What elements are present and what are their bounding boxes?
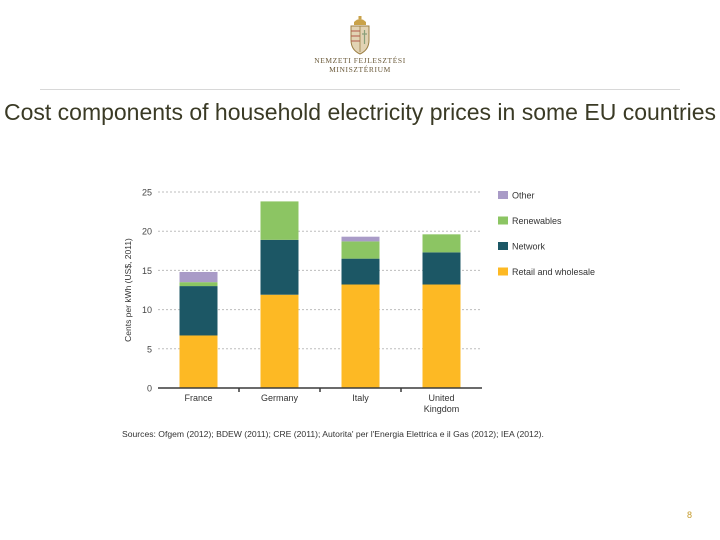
y-tick-label: 10 xyxy=(142,305,152,315)
y-tick-label: 15 xyxy=(142,266,152,276)
bar-retail xyxy=(422,284,461,388)
bar-other xyxy=(341,236,380,242)
page-number: 8 xyxy=(686,510,692,520)
legend-label-renewables: Renewables xyxy=(512,216,562,226)
y-axis-title: Cents per kWh (US$, 2011) xyxy=(123,238,133,342)
legend-swatch-network xyxy=(498,242,508,250)
legend-label-network: Network xyxy=(512,242,546,252)
legend-swatch-retail xyxy=(498,267,508,276)
y-tick-label: 0 xyxy=(147,384,152,394)
bar-network xyxy=(179,286,218,336)
coat-of-arms-icon xyxy=(350,16,370,55)
stacked-bar-chart: 0 5 10 15 20 25 Cents per kWh (US$, 2011) Franc… xyxy=(123,188,595,415)
x-tick-label: France xyxy=(184,393,212,403)
bar-retail xyxy=(260,294,299,388)
x-tick-label: Kingdom xyxy=(424,404,460,414)
bar-retail xyxy=(341,284,380,388)
header-divider xyxy=(40,89,680,90)
x-tick-label: United xyxy=(428,393,454,403)
bar-network xyxy=(260,239,299,295)
bar-retail xyxy=(179,335,218,388)
y-tick-label: 5 xyxy=(147,344,152,354)
legend-label-other: Other xyxy=(512,191,535,201)
bar-other xyxy=(179,271,218,283)
legend-swatch-renewables xyxy=(498,216,508,225)
bar-network xyxy=(422,252,461,285)
y-tick-label: 20 xyxy=(142,227,152,237)
bar-renewables xyxy=(422,234,461,253)
bar-renewables xyxy=(260,201,299,240)
chart: 0 5 10 15 20 25 Cents per kWh (US$, 2011) Franc… xyxy=(110,180,630,425)
legend-swatch-other xyxy=(498,191,508,199)
x-tick-label: Italy xyxy=(352,393,369,403)
x-tick-label: Germany xyxy=(261,393,299,403)
slide-title: Cost components of household electricity… xyxy=(3,99,717,125)
source-note: Sources: Ofgem (2012); BDEW (2011); CRE … xyxy=(122,429,544,439)
bar-renewables xyxy=(179,282,218,287)
bar-renewables xyxy=(341,241,380,259)
bar-network xyxy=(341,258,380,285)
logo-line-1: NEMZETI FEJLESZTÉSI xyxy=(314,56,406,65)
logo-line-2: MINISZTÉRIUM xyxy=(329,65,391,74)
y-tick-label: 25 xyxy=(142,188,152,198)
legend-label-retail: Retail and wholesale xyxy=(512,267,595,277)
ministry-logo: NEMZETI FEJLESZTÉSI MINISZTÉRIUM xyxy=(300,16,420,86)
